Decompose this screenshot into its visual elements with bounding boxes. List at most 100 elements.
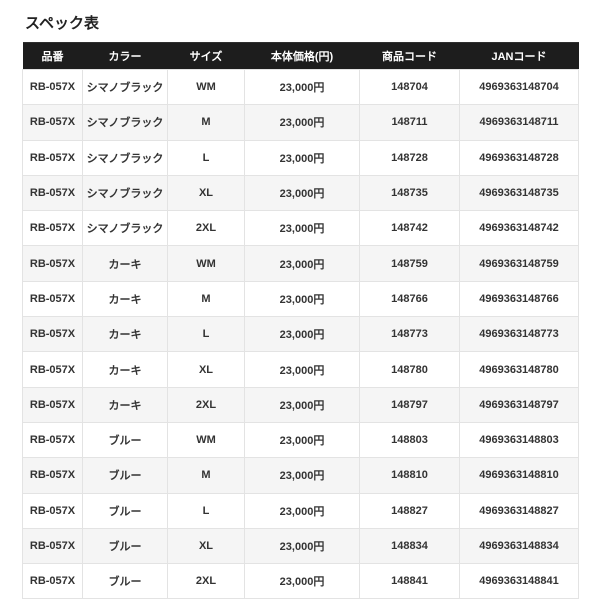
table-cell: 148711 [359,104,460,141]
table-cell: M [167,457,245,494]
table-cell: 148773 [359,316,460,353]
table-cell: RB-057X [22,139,83,176]
table-cell: RB-057X [22,421,83,459]
table-cell: XL [167,351,245,388]
table-cell: 4969363148728 [459,139,579,176]
table-row: RB-057X ブルー WM 23,000円 148803 4969363148803 [22,421,579,459]
table-row: RB-057X シマノブラック M 23,000円 148711 496936314871… [22,104,579,141]
column-header: 商品コード [359,42,460,70]
table-cell: 148742 [359,210,460,247]
table-row: RB-057X カーキ M 23,000円 148766 4969363148766 [22,280,579,318]
table-cell: カーキ [82,386,168,423]
table-cell: カーキ [82,280,168,318]
table-row: RB-057X シマノブラック 2XL 23,000円 148742 4969363148… [22,210,579,247]
table-cell: RB-057X [22,210,83,247]
spec-table-header-row: 品番 カラー サイズ 本体価格(円) 商品コード JANコード [22,42,579,70]
column-header: サイズ [167,42,245,70]
table-cell: 23,000円 [244,280,360,318]
table-cell: カーキ [82,316,168,353]
table-cell: RB-057X [22,68,83,106]
table-cell: 4969363148780 [459,351,579,388]
table-row: RB-057X カーキ WM 23,000円 148759 4969363148759 [22,245,579,282]
table-row: RB-057X ブルー 2XL 23,000円 148841 4969363148841 [22,563,579,600]
table-cell: XL [167,174,245,212]
table-cell: L [167,492,245,529]
table-cell: 23,000円 [244,104,360,141]
table-cell: 148827 [359,492,460,529]
table-cell: シマノブラック [82,139,168,176]
column-header: 本体価格(円) [244,42,360,70]
table-cell: RB-057X [22,492,83,529]
table-cell: RB-057X [22,563,83,600]
table-cell: WM [167,245,245,282]
table-cell: 23,000円 [244,351,360,388]
table-cell: 148766 [359,280,460,318]
table-cell: RB-057X [22,280,83,318]
table-row: RB-057X ブルー XL 23,000円 148834 4969363148834 [22,527,579,565]
table-cell: WM [167,68,245,106]
table-cell: 4969363148803 [459,421,579,459]
table-cell: 4969363148711 [459,104,579,141]
page-title: スペック表 [25,15,99,32]
table-cell: 148834 [359,527,460,565]
table-cell: 23,000円 [244,527,360,565]
table-cell: L [167,316,245,353]
table-row: RB-057X カーキ 2XL 23,000円 148797 4969363148797 [22,386,579,423]
table-cell: 4969363148810 [459,457,579,494]
table-cell: 23,000円 [244,174,360,212]
table-cell: 148759 [359,245,460,282]
table-cell: 148735 [359,174,460,212]
table-cell: ブルー [82,492,168,529]
table-row: RB-057X ブルー M 23,000円 148810 4969363148810 [22,457,579,494]
table-cell: カーキ [82,245,168,282]
table-cell: RB-057X [22,316,83,353]
table-cell: RB-057X [22,174,83,212]
spec-table-body: RB-057X シマノブラック WM 23,000円 148704 49693631487… [22,68,579,600]
table-cell: 148797 [359,386,460,423]
spec-table: 品番 カラー サイズ 本体価格(円) 商品コード JANコード RB-057X シマノブラッ… [22,42,579,600]
table-cell: ブルー [82,457,168,494]
table-cell: 4969363148797 [459,386,579,423]
table-cell: 23,000円 [244,139,360,176]
table-cell: 23,000円 [244,210,360,247]
column-header: JANコード [459,42,579,70]
table-cell: 2XL [167,210,245,247]
table-row: RB-057X シマノブラック L 23,000円 148728 496936314872… [22,139,579,176]
table-row: RB-057X カーキ L 23,000円 148773 4969363148773 [22,316,579,353]
table-cell: シマノブラック [82,174,168,212]
table-cell: 4969363148735 [459,174,579,212]
table-cell: 148728 [359,139,460,176]
table-cell: 148803 [359,421,460,459]
table-cell: ブルー [82,421,168,459]
table-cell: 23,000円 [244,245,360,282]
table-cell: 4969363148827 [459,492,579,529]
table-cell: 23,000円 [244,492,360,529]
table-cell: ブルー [82,527,168,565]
table-cell: RB-057X [22,245,83,282]
table-cell: 23,000円 [244,563,360,600]
table-cell: 4969363148773 [459,316,579,353]
table-row: RB-057X カーキ XL 23,000円 148780 4969363148780 [22,351,579,388]
table-cell: M [167,280,245,318]
table-cell: 2XL [167,563,245,600]
table-cell: 23,000円 [244,421,360,459]
table-cell: シマノブラック [82,210,168,247]
table-cell: 4969363148759 [459,245,579,282]
table-cell: RB-057X [22,104,83,141]
table-cell: XL [167,527,245,565]
table-cell: シマノブラック [82,68,168,106]
table-row: RB-057X ブルー L 23,000円 148827 4969363148827 [22,492,579,529]
table-cell: L [167,139,245,176]
table-cell: シマノブラック [82,104,168,141]
table-cell: 4969363148742 [459,210,579,247]
table-cell: ブルー [82,563,168,600]
table-cell: 148841 [359,563,460,600]
table-cell: 23,000円 [244,386,360,423]
table-cell: RB-057X [22,386,83,423]
column-header: カラー [82,42,168,70]
table-cell: カーキ [82,351,168,388]
table-cell: 4969363148766 [459,280,579,318]
column-header: 品番 [22,42,83,70]
table-cell: RB-057X [22,457,83,494]
